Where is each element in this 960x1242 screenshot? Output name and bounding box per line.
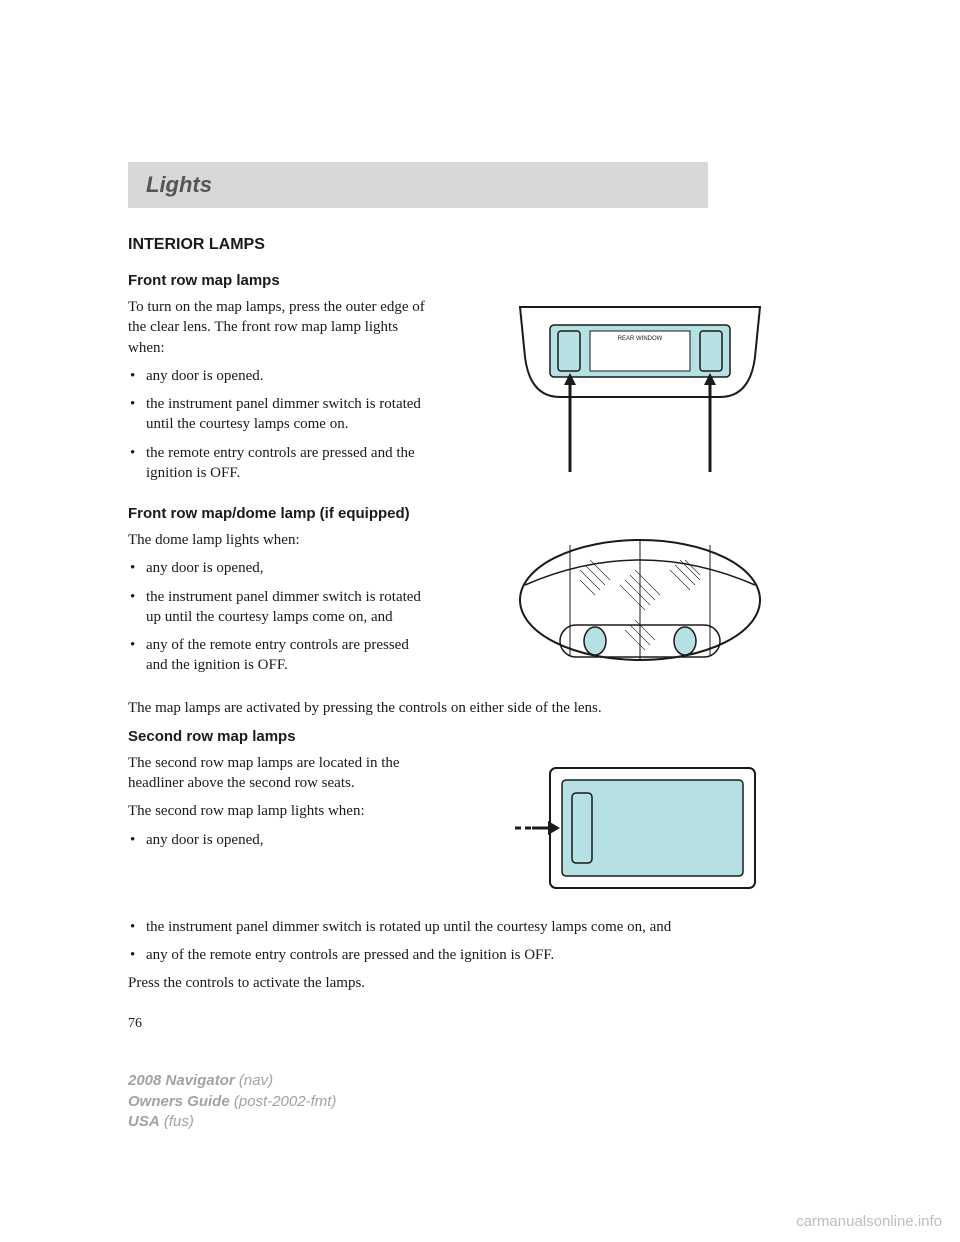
list-item: the instrument panel dimmer switch is ro… (128, 394, 428, 435)
dome-bullets: any door is opened, the instrument panel… (128, 558, 428, 675)
list-item: any door is opened. (128, 366, 428, 386)
dome-intro: The dome lamp lights when: (128, 530, 428, 550)
footer-model-code: (nav) (235, 1072, 273, 1089)
footer-region: USA (128, 1113, 160, 1130)
list-item: the remote entry controls are pressed an… (128, 443, 428, 484)
list-item: any door is opened, (128, 830, 428, 850)
footer: 2008 Navigator (nav) Owners Guide (post-… (128, 1071, 336, 1132)
section-header: Lights (128, 162, 708, 208)
watermark: carmanualsonline.info (796, 1213, 942, 1230)
heading-interior-lamps: INTERIOR LAMPS (128, 236, 832, 254)
footer-model: 2008 Navigator (128, 1072, 235, 1089)
front-row-bullets: any door is opened. the instrument panel… (128, 366, 428, 483)
overhead-console-icon: REAR WINDOW (500, 297, 780, 477)
front-row-illustration: REAR WINDOW (448, 297, 832, 491)
front-row-intro: To turn on the map lamps, press the oute… (128, 297, 428, 358)
list-item: any of the remote entry controls are pre… (128, 635, 428, 676)
footer-guide: Owners Guide (128, 1093, 230, 1110)
list-item: any door is opened, (128, 558, 428, 578)
dome-illustration (448, 530, 832, 684)
page-number: 76 (128, 1016, 832, 1032)
second-row-bullets-rest: the instrument panel dimmer switch is ro… (128, 917, 832, 966)
second-row-after: Press the controls to activate the lamps… (128, 973, 832, 993)
dome-text: The dome lamp lights when: any door is o… (128, 530, 428, 684)
list-item: the instrument panel dimmer switch is ro… (128, 587, 428, 628)
heading-front-row-map: Front row map lamps (128, 272, 832, 289)
dome-lamp-icon (500, 530, 780, 680)
page-content: Lights INTERIOR LAMPS Front row map lamp… (0, 0, 960, 1032)
second-row-block: The second row map lamps are located in … (128, 753, 832, 903)
heading-dome-lamp: Front row map/dome lamp (if equipped) (128, 505, 832, 522)
second-row-p2: The second row map lamp lights when: (128, 801, 428, 821)
section-header-text: Lights (146, 172, 212, 197)
footer-region-code: (fus) (160, 1113, 194, 1130)
dome-after: The map lamps are activated by pressing … (128, 698, 832, 718)
front-row-text: To turn on the map lamps, press the oute… (128, 297, 428, 491)
second-row-lamp-icon (510, 753, 770, 903)
footer-guide-code: (post-2002-fmt) (230, 1093, 337, 1110)
rear-window-label: REAR WINDOW (618, 336, 663, 342)
list-item: any of the remote entry controls are pre… (128, 945, 832, 965)
front-row-block: To turn on the map lamps, press the oute… (128, 297, 832, 491)
second-row-bullets-top: any door is opened, (128, 830, 428, 850)
dome-block: The dome lamp lights when: any door is o… (128, 530, 832, 684)
heading-second-row: Second row map lamps (128, 728, 832, 745)
list-item: the instrument panel dimmer switch is ro… (128, 917, 832, 937)
second-row-text: The second row map lamps are located in … (128, 753, 428, 903)
second-row-p1: The second row map lamps are located in … (128, 753, 428, 794)
second-row-illustration (448, 753, 832, 903)
